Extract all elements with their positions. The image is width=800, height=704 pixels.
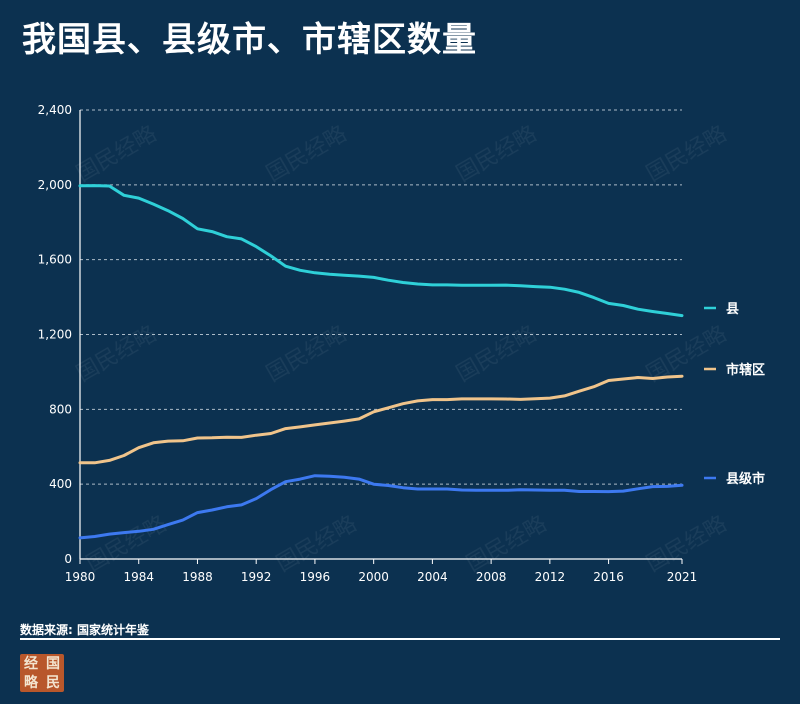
x-tick-label: 2004 <box>417 570 448 584</box>
watermark-text: 国民经略 <box>452 322 541 388</box>
y-tick-label: 400 <box>49 477 72 491</box>
source-divider <box>20 638 780 640</box>
logo-char: 国 <box>46 655 60 672</box>
series-lines <box>78 184 684 540</box>
x-tick-label: 2000 <box>358 570 389 584</box>
x-tick-label: 1988 <box>182 570 213 584</box>
x-tick-label: 1980 <box>65 570 96 584</box>
y-tick-label: 2,400 <box>38 103 72 117</box>
x-tick-label: 1996 <box>300 570 331 584</box>
axes: 0 400 800 1,200 1,600 2,000 2,400 1980 1984 1988 1… <box>38 103 698 584</box>
watermark-text: 国民经略 <box>72 122 161 188</box>
series-line-1 <box>78 374 684 465</box>
x-tick-label: 1992 <box>241 570 272 584</box>
legend-label: 县级市 <box>726 471 765 487</box>
series-line-2 <box>78 474 684 540</box>
watermark-text: 国民经略 <box>262 322 351 388</box>
x-tick-label: 2012 <box>535 570 566 584</box>
brand-logo: 经 国 略 民 <box>20 654 64 692</box>
series-line-0 <box>78 184 684 318</box>
watermark-text: 国民经略 <box>462 512 551 578</box>
watermark-text: 国民经略 <box>272 512 361 578</box>
legend-label: 市辖区 <box>726 362 765 378</box>
x-tick-label: 1984 <box>123 570 154 584</box>
watermark-text: 国民经略 <box>452 122 541 188</box>
source-note: 数据来源: 国家统计年鉴 <box>20 623 149 637</box>
watermark-text: 国民经略 <box>642 122 731 188</box>
logo-char: 略 <box>24 674 38 691</box>
logo-char: 经 <box>24 655 38 672</box>
page-title: 我国县、县级市、市辖区数量 <box>22 20 477 60</box>
legend-label: 县 <box>726 302 739 317</box>
watermark-text: 国民经略 <box>642 512 731 578</box>
x-tick-label: 2016 <box>593 570 624 584</box>
watermark-text: 国民经略 <box>262 122 351 188</box>
y-tick-label: 0 <box>64 552 72 566</box>
x-tick-label: 2008 <box>476 570 507 584</box>
y-tick-label: 2,000 <box>38 178 72 192</box>
watermark-text: 国民经略 <box>72 322 161 388</box>
watermark-text: 国民经略 <box>82 512 171 578</box>
y-tick-label: 800 <box>49 402 72 416</box>
logo-char: 民 <box>46 674 60 691</box>
y-tick-label: 1,200 <box>38 328 72 342</box>
y-tick-label: 1,600 <box>38 253 72 267</box>
x-tick-label: 2021 <box>667 570 698 584</box>
